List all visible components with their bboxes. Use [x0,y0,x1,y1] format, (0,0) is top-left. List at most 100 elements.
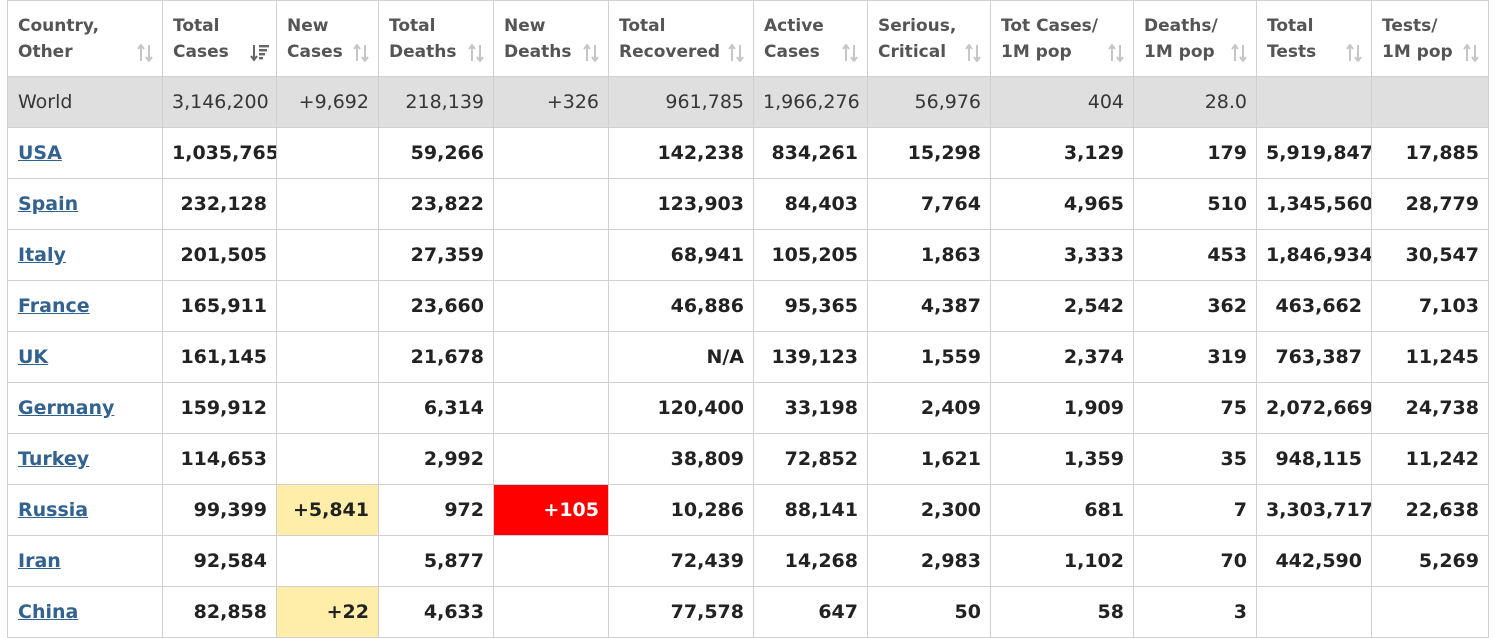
cell-total-recovered: 38,809 [608,433,754,485]
cell-new-cases: +9,692 [276,76,379,128]
cell-total-recovered: 961,785 [608,76,754,128]
cell-country: France [7,280,163,332]
column-header-label-line2: Other [18,41,73,62]
sort-arrows-icon [1108,44,1124,62]
cell-deaths-per-1m: 510 [1133,178,1257,230]
cell-total-deaths: 2,992 [378,433,494,485]
cell-country: Italy [7,229,163,281]
cell-total-tests: 1,345,560 [1256,178,1372,230]
cell-total-cases: 232,128 [162,178,277,230]
column-header-serious-critical[interactable]: Serious, Critical [867,0,991,77]
cell-new-deaths [493,331,609,383]
column-header-new-deaths[interactable]: New Deaths [493,0,609,77]
cell-active-cases: 1,966,276 [753,76,868,128]
column-header-new-cases[interactable]: New Cases [276,0,379,77]
country-link[interactable]: Russia [18,499,89,521]
cell-new-cases [276,331,379,383]
cell-total-recovered: 142,238 [608,127,754,179]
cell-cases-per-1m: 3,129 [990,127,1134,179]
cell-cases-per-1m: 2,542 [990,280,1134,332]
cell-deaths-per-1m: 453 [1133,229,1257,281]
world-total-row: World 3,146,200 +9,692 218,139 +326 961,785 1,… [7,76,1489,128]
table-body: World 3,146,200 +9,692 218,139 +326 961,785 1,… [7,76,1489,638]
cell-serious-critical: 2,409 [867,382,991,434]
column-header-label-line2: Critical [878,41,947,62]
cell-total-recovered: 120,400 [608,382,754,434]
sort-arrows-icon [468,44,484,62]
cell-total-recovered: 68,941 [608,229,754,281]
cell-new-cases [276,535,379,587]
cell-total-deaths: 218,139 [378,76,494,128]
cell-total-tests: 3,303,717 [1256,484,1372,536]
cell-serious-critical: 15,298 [867,127,991,179]
country-link[interactable]: France [18,295,90,317]
cell-country: Germany [7,382,163,434]
column-header-deaths-per-1m[interactable]: Deaths/1M pop [1133,0,1257,77]
column-header-label-line2: Recovered [619,41,721,62]
cell-total-cases: 201,505 [162,229,277,281]
cell-total-tests [1256,586,1372,638]
cell-tests-per-1m: 11,245 [1371,331,1489,383]
table-header-row: Country, Other Total Cases New Cases Total Deat… [7,0,1489,77]
cell-total-recovered: 10,286 [608,484,754,536]
column-header-total-cases[interactable]: Total Cases [162,0,277,77]
sort-arrows-icon [842,44,858,62]
column-header-label-line1: Serious, [878,15,957,36]
cell-new-cases [276,382,379,434]
cell-cases-per-1m: 1,909 [990,382,1134,434]
column-header-tests-per-1m[interactable]: Tests/1M pop [1371,0,1489,77]
cell-country: World [7,76,163,128]
column-header-country[interactable]: Country, Other [7,0,163,77]
column-header-total-deaths[interactable]: Total Deaths [378,0,494,77]
cell-total-cases: 82,858 [162,586,277,638]
cell-active-cases: 72,852 [753,433,868,485]
cell-deaths-per-1m: 75 [1133,382,1257,434]
country-link[interactable]: UK [18,346,49,368]
column-header-total-tests[interactable]: Total Tests [1256,0,1372,77]
cell-active-cases: 14,268 [753,535,868,587]
sort-arrows-icon [583,44,599,62]
cell-total-cases: 159,912 [162,382,277,434]
cell-total-tests: 948,115 [1256,433,1372,485]
country-link[interactable]: China [18,601,79,623]
table-row: France 165,911 23,660 46,886 95,365 4,387 2,54… [7,280,1489,332]
column-header-label-line1: Active [764,15,824,36]
cell-deaths-per-1m: 3 [1133,586,1257,638]
column-header-active-cases[interactable]: Active Cases [753,0,868,77]
sort-arrows-icon [965,44,981,62]
cell-country: Turkey [7,433,163,485]
cell-deaths-per-1m: 7 [1133,484,1257,536]
cell-total-deaths: 23,660 [378,280,494,332]
country-link[interactable]: Italy [18,244,66,266]
cell-total-tests: 1,846,934 [1256,229,1372,281]
cell-country: UK [7,331,163,383]
cell-total-deaths: 6,314 [378,382,494,434]
cell-deaths-per-1m: 35 [1133,433,1257,485]
country-link[interactable]: USA [18,142,62,164]
cell-cases-per-1m: 3,333 [990,229,1134,281]
cell-tests-per-1m: 7,103 [1371,280,1489,332]
cell-cases-per-1m: 404 [990,76,1134,128]
country-link[interactable]: Turkey [18,448,90,470]
cell-total-cases: 1,035,765 [162,127,277,179]
cell-active-cases: 95,365 [753,280,868,332]
column-header-cases-per-1m[interactable]: Tot Cases/1M pop [990,0,1134,77]
cell-deaths-per-1m: 319 [1133,331,1257,383]
cell-total-recovered: N/A [608,331,754,383]
column-header-label-line1: Tests/ [1382,15,1438,36]
cell-serious-critical: 1,621 [867,433,991,485]
cell-cases-per-1m: 4,965 [990,178,1134,230]
country-link[interactable]: Iran [18,550,61,572]
country-link[interactable]: Germany [18,397,115,419]
cell-active-cases: 105,205 [753,229,868,281]
cell-serious-critical: 1,559 [867,331,991,383]
cell-serious-critical: 2,983 [867,535,991,587]
column-header-label-line1: Deaths/ [1144,15,1218,36]
column-header-total-recovered[interactable]: Total Recovered [608,0,754,77]
cell-tests-per-1m: 30,547 [1371,229,1489,281]
country-link[interactable]: Spain [18,193,79,215]
cell-total-cases: 114,653 [162,433,277,485]
cell-country: Spain [7,178,163,230]
table-row: Spain 232,128 23,822 123,903 84,403 7,764 4,96… [7,178,1489,230]
table-row: Iran 92,584 5,877 72,439 14,268 2,983 1,102 70 4… [7,535,1489,587]
